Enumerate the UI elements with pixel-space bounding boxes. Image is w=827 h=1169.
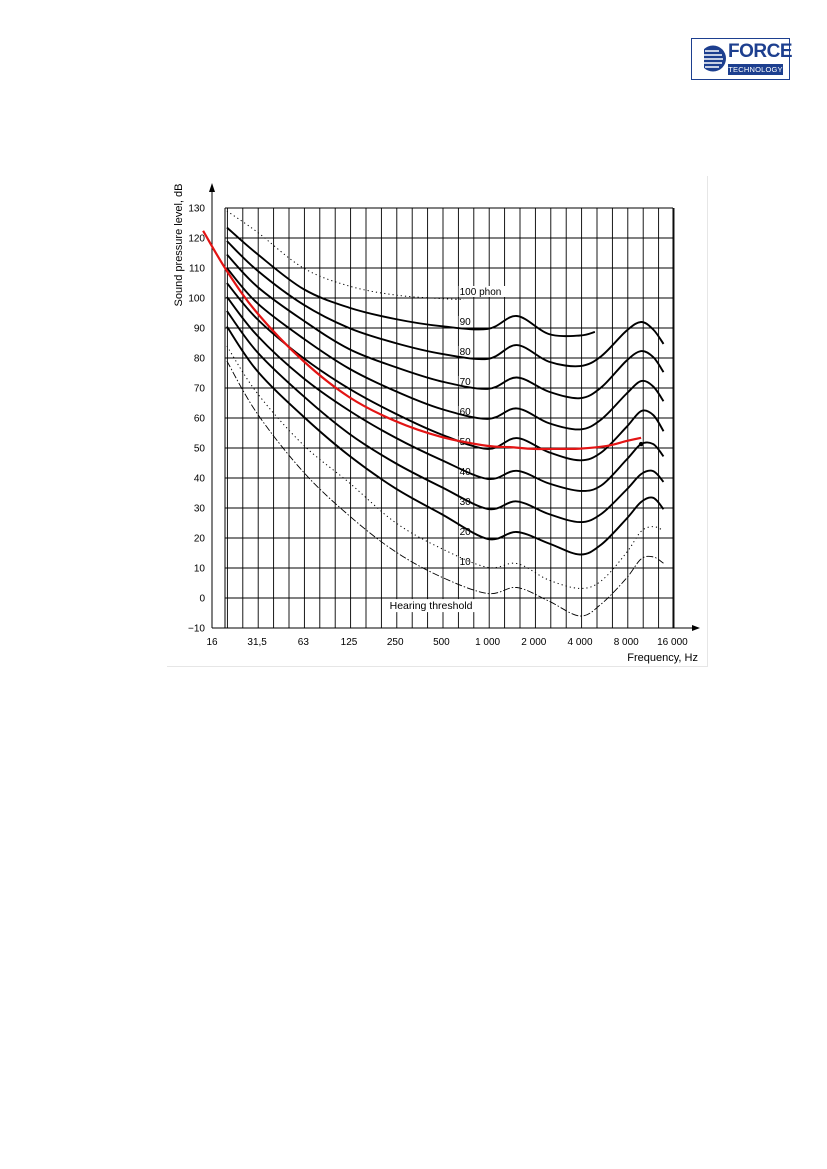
x-tick-label: 16 xyxy=(206,637,218,648)
contour-label: 30 xyxy=(460,497,472,508)
y-tick-label: 100 xyxy=(188,294,205,305)
y-tick-label: 120 xyxy=(188,234,205,245)
contour-label-bg xyxy=(458,526,473,537)
phon-curve-dotted xyxy=(226,210,464,300)
contour-label-bg xyxy=(458,286,509,297)
y-tick-label: 70 xyxy=(194,384,206,395)
x-tick-label: 500 xyxy=(433,637,450,648)
y-tick-label: 90 xyxy=(194,324,206,335)
red-reference-curve xyxy=(202,230,642,451)
contour-label: 60 xyxy=(460,407,472,418)
contour-label-bg xyxy=(458,316,473,327)
x-tick-label: 2 000 xyxy=(521,637,546,648)
phon-curve-dotted xyxy=(226,345,664,589)
y-tick-label: 0 xyxy=(199,594,205,605)
y-tick-label: 50 xyxy=(194,444,206,455)
contour-label-bg xyxy=(458,556,473,567)
contour-label: 80 xyxy=(460,347,472,358)
y-tick-label: 20 xyxy=(194,534,206,545)
hearing-threshold-curve xyxy=(226,360,664,617)
y-tick-label: 40 xyxy=(194,474,206,485)
y-tick-label: −10 xyxy=(188,624,205,635)
contour-label: 20 xyxy=(460,527,472,538)
contour-label-bg xyxy=(458,346,473,357)
contour-label: 70 xyxy=(460,377,472,388)
y-axis-title: Sound pressure level, dB xyxy=(173,184,185,307)
contour-label: 90 xyxy=(460,317,472,328)
contour-label-bg xyxy=(458,406,473,417)
contour-label-bg xyxy=(458,496,473,507)
phon-curve xyxy=(226,282,665,462)
phon-curve xyxy=(226,253,665,400)
y-tick-label: 10 xyxy=(194,564,206,575)
x-tick-label: 1 000 xyxy=(475,637,500,648)
logo-subtitle: TECHNOLOGY xyxy=(728,64,783,75)
y-axis-arrow xyxy=(209,183,215,192)
force-logo-mark-icon xyxy=(697,45,726,72)
y-tick-label: 60 xyxy=(194,414,206,425)
x-axis-title: Frequency, Hz xyxy=(627,652,698,664)
contour-label: 40 xyxy=(460,467,472,478)
data-point-marker xyxy=(638,441,644,447)
x-tick-label: 31,5 xyxy=(247,637,267,648)
annotation-bg xyxy=(387,599,482,613)
x-tick-label: 125 xyxy=(341,637,358,648)
chart-frame xyxy=(167,176,708,667)
x-tick-label: 8 000 xyxy=(614,637,639,648)
force-technology-logo: FORCE TECHNOLOGY xyxy=(691,38,793,80)
x-tick-label: 16 000 xyxy=(657,637,688,648)
contour-label-bg xyxy=(458,376,473,387)
hearing-threshold-label: Hearing threshold xyxy=(390,600,473,612)
phon-curve xyxy=(226,310,665,524)
y-tick-label: 30 xyxy=(194,504,206,515)
y-tick-label: 130 xyxy=(188,204,205,215)
phon-curve xyxy=(226,226,596,338)
phon-curve xyxy=(226,267,665,431)
phon-curve xyxy=(226,296,665,492)
y-tick-label: 110 xyxy=(189,264,205,275)
x-tick-label: 250 xyxy=(387,637,404,648)
logo-wordmark: FORCE xyxy=(728,41,793,62)
x-tick-label: 63 xyxy=(298,637,310,648)
x-tick-label: 4 000 xyxy=(568,637,593,648)
contour-label: 10 xyxy=(460,557,472,568)
phon-curve xyxy=(226,240,665,368)
contour-label: 100 phon xyxy=(460,287,502,298)
y-tick-label: 80 xyxy=(194,354,206,365)
phon-curve xyxy=(226,325,665,556)
x-axis-arrow xyxy=(692,625,700,631)
